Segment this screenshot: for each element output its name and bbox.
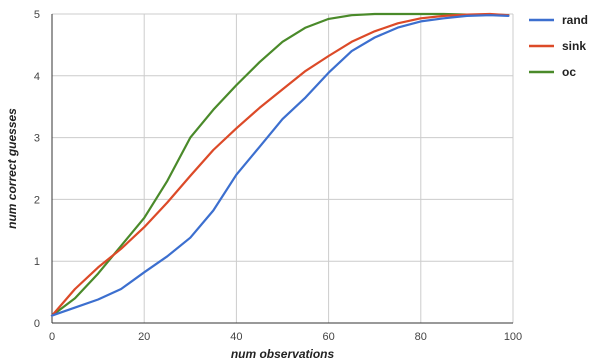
x-tick-label-0: 0 xyxy=(49,331,55,343)
x-axis-title: num observations xyxy=(231,347,335,361)
legend: rand sink oc xyxy=(529,13,588,79)
x-tick-label-2: 40 xyxy=(230,331,242,343)
x-tick-label-1: 20 xyxy=(138,331,150,343)
grid-lines xyxy=(52,13,514,323)
y-axis-title: num correct guesses xyxy=(5,108,19,229)
series-line-oc xyxy=(50,12,510,317)
x-tick-label-3: 60 xyxy=(322,331,334,343)
y-tick-label-5: 5 xyxy=(34,9,40,21)
x-tick-label-4: 80 xyxy=(415,331,427,343)
series-line-rand xyxy=(50,14,510,317)
x-tick-label-5: 100 xyxy=(504,331,522,343)
y-tick-label-3: 3 xyxy=(34,133,40,145)
tick-labels: 0 20 40 60 80 100 0 1 2 3 4 5 xyxy=(34,9,522,343)
axes xyxy=(51,14,513,324)
legend-label-sink: sink xyxy=(562,39,586,53)
series-lines xyxy=(50,12,510,317)
legend-label-rand: rand xyxy=(562,13,588,27)
y-tick-label-0: 0 xyxy=(34,318,40,330)
y-tick-label-4: 4 xyxy=(34,71,40,83)
y-tick-label-2: 2 xyxy=(34,194,40,206)
legend-label-oc: oc xyxy=(562,65,576,79)
series-line-sink xyxy=(50,12,510,317)
y-tick-label-1: 1 xyxy=(34,256,40,268)
